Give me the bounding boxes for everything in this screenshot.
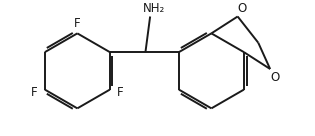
Text: O: O [238, 1, 247, 15]
Text: F: F [74, 17, 81, 30]
Text: NH₂: NH₂ [143, 1, 165, 15]
Text: O: O [270, 71, 279, 84]
Text: F: F [117, 86, 123, 99]
Text: F: F [31, 86, 38, 99]
